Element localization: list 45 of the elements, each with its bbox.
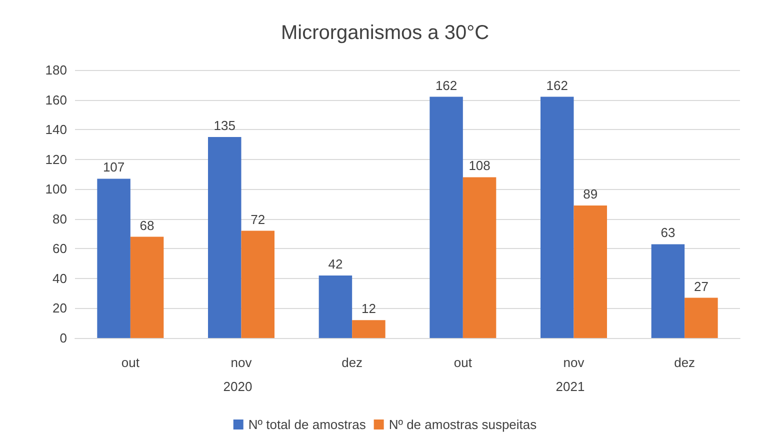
y-tick-label: 140 (45, 122, 67, 138)
data-label: 12 (361, 301, 376, 316)
data-label: 162 (546, 78, 568, 93)
y-tick-label: 100 (45, 182, 67, 197)
data-label: 63 (660, 225, 676, 240)
data-label: 89 (583, 186, 598, 202)
y-tick-label: 120 (45, 152, 67, 167)
bar (130, 236, 164, 338)
x-tick-label: out (454, 355, 472, 370)
data-label: 108 (468, 158, 490, 174)
data-label: 42 (328, 256, 343, 272)
y-tick-label: 80 (52, 211, 67, 226)
legend-label: Nº de amostras suspeitas (388, 417, 538, 432)
data-label: 68 (140, 218, 154, 233)
x-tick-label: dez (674, 355, 696, 370)
bar (684, 298, 718, 338)
data-label: 72 (250, 212, 266, 227)
data-label: 27 (694, 278, 708, 294)
data-label: 107 (102, 160, 125, 175)
text: 2021 (556, 379, 585, 394)
bar (241, 230, 274, 338)
y-tick-label: 180 (45, 62, 67, 78)
bar (318, 275, 352, 338)
bar (430, 96, 463, 338)
chart-title: Microrganismos a 30°C (280, 22, 490, 44)
bar (208, 137, 242, 338)
bar (97, 178, 130, 338)
y-tick-label: 160 (45, 92, 67, 108)
bar (352, 320, 386, 338)
bar (574, 205, 607, 338)
bar (462, 177, 496, 338)
bar (651, 244, 685, 338)
y-tick-label: 40 (52, 270, 67, 286)
text: 2020 (223, 379, 252, 394)
x-tick-label: dez (342, 355, 363, 370)
legend-label: Nº total de amostras (248, 417, 366, 432)
y-tick-label: 20 (52, 300, 67, 316)
y-tick-label: 0 (60, 330, 67, 346)
x-tick-label: out (121, 355, 140, 370)
data-label: 135 (214, 118, 236, 133)
x-tick-label: nov (230, 355, 252, 370)
data-label: 162 (435, 78, 458, 93)
x-tick-label: nov (563, 355, 585, 370)
bar (540, 96, 574, 338)
y-tick-label: 60 (52, 241, 67, 256)
